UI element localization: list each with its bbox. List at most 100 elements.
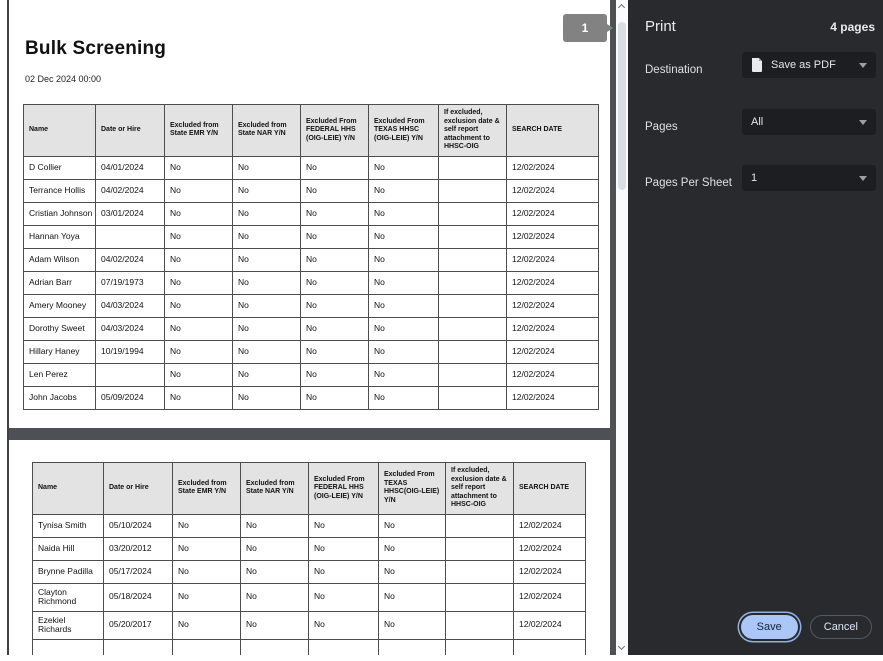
scrollbar-thumb[interactable] [618, 22, 626, 190]
table-cell: 12/02/2024 [513, 513, 586, 538]
table-cell: 04/02/2024 [95, 178, 165, 203]
table-cell [445, 536, 514, 561]
table-cell: No [308, 582, 379, 612]
table-cell: Cristian Johnson [23, 201, 96, 226]
table-cell: No [378, 536, 446, 561]
table-cell: No [240, 559, 309, 584]
destination-value: Save as PDF [771, 59, 836, 71]
chevron-down-icon [859, 119, 867, 125]
table-cell: Hillary Haney [23, 339, 96, 364]
table-cell: No [164, 316, 233, 341]
screening-table-1: Name Date or Hire Excluded from State EMR … [23, 104, 599, 410]
scroll-down-icon[interactable] [617, 642, 626, 651]
table-row: Naida Hill 03/20/2012 No No No No 12/02/2024 [32, 536, 586, 561]
table-cell [95, 224, 165, 249]
table-cell: 03/01/2024 [95, 201, 165, 226]
table-cell: No [300, 270, 369, 295]
table-cell [438, 155, 507, 180]
destination-dropdown[interactable]: Save as PDF [742, 52, 876, 78]
table-cell: No [300, 178, 369, 203]
print-preview-pane[interactable]: Bulk Screening 02 Dec 2024 00:00 Name Dat… [9, 0, 616, 655]
panel-title: Print [645, 18, 676, 35]
table-row [32, 638, 586, 655]
table-cell [172, 638, 241, 655]
table-cell [438, 293, 507, 318]
table-cell: 05/17/2024 [103, 559, 173, 584]
column-header: If excluded, exclusion date & self repor… [445, 462, 514, 515]
table-cell: 12/02/2024 [506, 270, 599, 295]
table-cell: Brynne Padilla [32, 559, 104, 584]
page-number-label: 1 [581, 21, 589, 35]
table-cell: No [308, 536, 379, 561]
table-cell: No [368, 155, 439, 180]
table-cell: No [308, 559, 379, 584]
table-cell: No [164, 362, 233, 387]
column-header: Date or Hire [103, 462, 173, 515]
table-cell: Adam Wilson [23, 247, 96, 272]
column-header: SEARCH DATE [506, 104, 599, 157]
table-cell: No [240, 582, 309, 612]
table-cell [32, 638, 104, 655]
table-cell: 12/02/2024 [506, 155, 599, 180]
table-row: Adam Wilson 04/02/2024 No No No No 12/02/2024 [23, 247, 599, 272]
table-cell: No [164, 247, 233, 272]
table-cell: No [300, 316, 369, 341]
table-cell: Naida Hill [32, 536, 104, 561]
table-cell: No [172, 582, 241, 612]
table-cell: 12/02/2024 [513, 536, 586, 561]
table-cell: No [368, 201, 439, 226]
table-cell: No [164, 201, 233, 226]
pages-dropdown[interactable]: All [742, 109, 876, 135]
table-cell: No [378, 610, 446, 640]
table-cell: No [368, 316, 439, 341]
table-cell: No [240, 610, 309, 640]
table-cell: No [378, 513, 446, 538]
table-cell: 04/01/2024 [95, 155, 165, 180]
screening-table-2: Name Date or Hire Excluded from State EMR … [32, 462, 586, 655]
table-cell: No [300, 293, 369, 318]
document-title: Bulk Screening [25, 38, 167, 59]
table-cell: No [172, 559, 241, 584]
column-header: Excluded from State NAR Y/N [232, 104, 301, 157]
table-cell: No [172, 610, 241, 640]
save-button[interactable]: Save [740, 615, 798, 639]
table-header-row: Name Date or Hire Excluded from State EMR … [23, 104, 599, 157]
table-cell: 12/02/2024 [506, 316, 599, 341]
table-cell: 05/09/2024 [95, 385, 165, 410]
cancel-button[interactable]: Cancel [809, 615, 872, 639]
preview-left-border [7, 0, 9, 655]
preview-scrollbar[interactable] [616, 0, 628, 655]
table-cell [445, 582, 514, 612]
table-cell: No [300, 201, 369, 226]
table-cell: No [300, 247, 369, 272]
table-cell: 12/02/2024 [513, 610, 586, 640]
scroll-up-icon[interactable] [617, 3, 626, 12]
table-cell: No [300, 362, 369, 387]
table-cell: No [172, 536, 241, 561]
pages-per-sheet-dropdown[interactable]: 1 [742, 165, 876, 191]
table-cell: No [232, 339, 301, 364]
pages-per-sheet-value: 1 [751, 172, 758, 184]
table-cell: No [378, 582, 446, 612]
pages-value: All [751, 116, 764, 128]
table-cell: No [164, 224, 233, 249]
table-row: Amery Mooney 04/03/2024 No No No No 12/02/2024 [23, 293, 599, 318]
table-cell [308, 638, 379, 655]
table-cell: No [164, 155, 233, 180]
table-cell: Len Perez [23, 362, 96, 387]
column-header: Excluded From FEDERAL HHS (OIG-LEIE) Y/N [308, 462, 379, 515]
table-cell: No [232, 270, 301, 295]
table-cell: 05/10/2024 [103, 513, 173, 538]
table-cell: 12/02/2024 [506, 201, 599, 226]
table-cell: No [300, 155, 369, 180]
table-cell: No [164, 385, 233, 410]
table-cell: No [368, 385, 439, 410]
table-row: Hillary Haney 10/19/1994 No No No No 12/02/202… [23, 339, 599, 364]
table-cell: No [232, 385, 301, 410]
page-count-label: 4 pages [830, 20, 875, 34]
table-cell [438, 224, 507, 249]
column-header: Excluded From TEXAS HHSC (OIG-LEIE) Y/N [368, 104, 439, 157]
chevron-down-icon [859, 62, 867, 68]
table-cell [445, 513, 514, 538]
